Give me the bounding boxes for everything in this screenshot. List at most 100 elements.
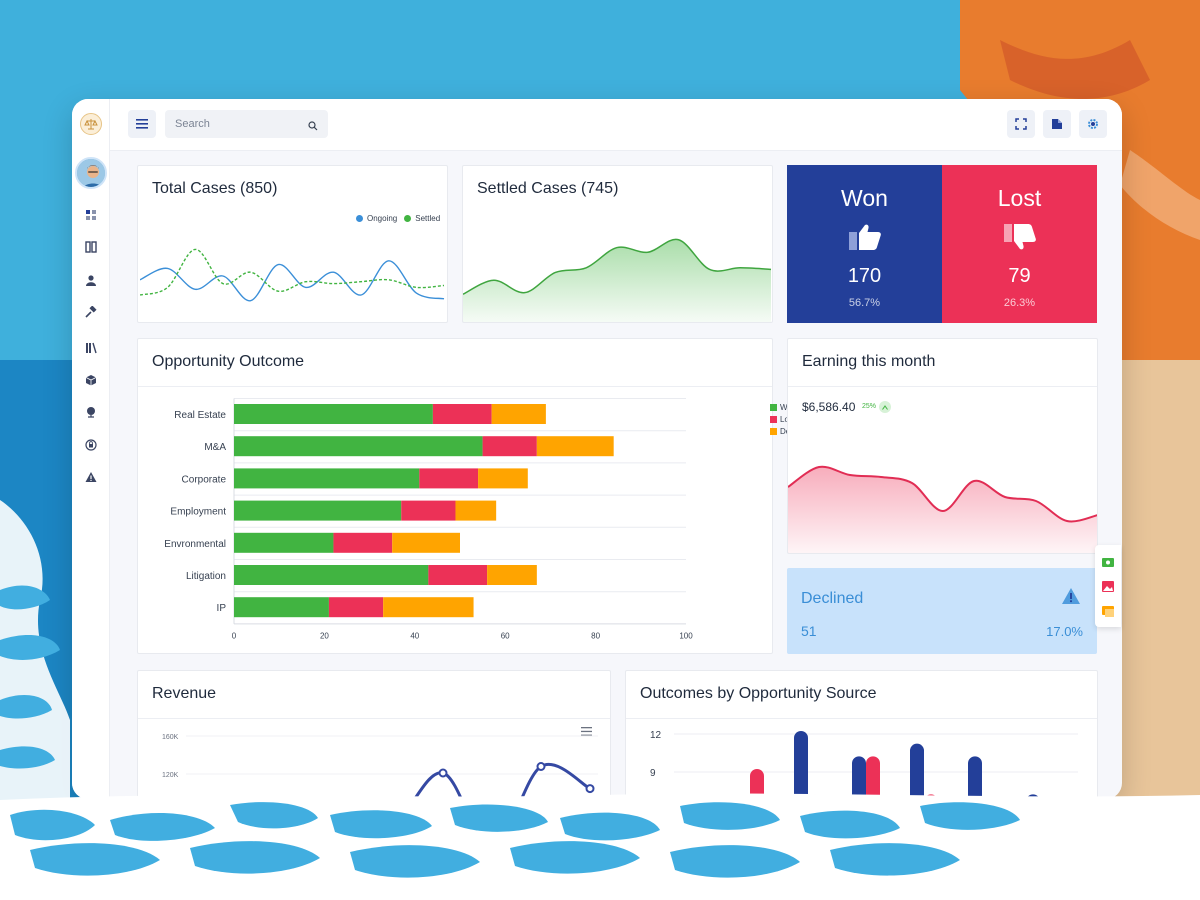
chat-icon[interactable] (1102, 604, 1114, 622)
lock-icon[interactable] (83, 437, 99, 453)
earning-chart (788, 465, 1097, 553)
card-divider (626, 718, 1097, 719)
bar-primary[interactable] (736, 794, 750, 799)
settled-cases-card: Settled Cases (745) (462, 165, 773, 323)
transfer-icon[interactable] (83, 239, 99, 255)
revenue-point[interactable] (585, 784, 595, 794)
image-icon[interactable] (1102, 579, 1114, 597)
thumbs-down-icon (1003, 223, 1037, 256)
scales-logo-icon[interactable] (80, 113, 102, 135)
dashboard-icon[interactable] (83, 207, 99, 223)
user-icon[interactable] (83, 272, 99, 288)
lost-title: Lost (997, 185, 1042, 211)
search-box (165, 110, 328, 138)
box-icon[interactable] (83, 372, 99, 388)
card-divider (138, 718, 610, 719)
search-icon[interactable] (308, 118, 318, 136)
avatar[interactable] (75, 157, 107, 189)
bar-primary[interactable] (794, 731, 808, 799)
area-fill (788, 466, 1097, 553)
bar-secondary[interactable] (866, 756, 880, 799)
chart-menu-icon[interactable] (581, 723, 592, 741)
warning-icon (1061, 587, 1081, 610)
menu-toggle-button[interactable] (128, 110, 156, 138)
area-line (788, 465, 1097, 523)
revenue-point[interactable] (438, 768, 448, 778)
search-input[interactable] (175, 114, 300, 134)
revenue-card: Revenue 160K 120K (137, 670, 611, 799)
x-tick-label: 60 (501, 631, 510, 640)
bar-secondary[interactable] (750, 769, 764, 799)
category-label: Envronmental (164, 539, 226, 550)
earning-title: Earning this month (802, 353, 936, 370)
revenue-point[interactable] (536, 762, 546, 771)
bar-won[interactable] (234, 597, 329, 618)
outcomes-source-card: Outcomes by Opportunity Source 12 9 (625, 670, 1098, 799)
legend-marker (404, 215, 412, 222)
bar-lost[interactable] (482, 436, 537, 457)
opportunity-outcome-card: Opportunity Outcome Won Lost Decilned Re… (137, 338, 811, 654)
legend-marker (770, 427, 777, 435)
books-icon[interactable] (83, 340, 99, 356)
warning-icon[interactable] (83, 469, 99, 485)
bar-decilned[interactable] (383, 597, 474, 618)
globe-icon[interactable] (83, 404, 99, 420)
legend-marker (770, 403, 777, 411)
bar-primary[interactable] (968, 756, 982, 799)
bar-secondary[interactable] (808, 794, 822, 799)
bar-primary[interactable] (910, 743, 924, 799)
bar-secondary[interactable] (924, 794, 938, 799)
total-cases-title: Total Cases (850) (152, 180, 278, 197)
money-icon[interactable] (1102, 554, 1114, 572)
bar-lost[interactable] (419, 468, 479, 489)
bar-lost[interactable] (328, 597, 384, 618)
legend-ongoing[interactable]: Ongoing (367, 214, 398, 223)
bar-decilned[interactable] (491, 404, 546, 424)
bar-decilned[interactable] (487, 565, 537, 585)
floating-toolbar (1095, 545, 1121, 627)
bar-primary[interactable] (690, 794, 704, 799)
card-divider (788, 386, 1097, 387)
bar-won[interactable] (234, 436, 483, 457)
bar-decilned[interactable] (536, 436, 614, 457)
hamburger-icon (136, 119, 148, 129)
card-divider (138, 386, 772, 387)
outcomes-source-chart: 12 9 (650, 730, 1078, 799)
lost-percentage: 26.3% (1003, 297, 1036, 309)
document-icon (1052, 119, 1062, 129)
settings-icon (1088, 119, 1098, 129)
bar-decilned[interactable] (392, 532, 460, 553)
earning-amount: $6,586.40 (802, 400, 856, 414)
series-line-ongoing (140, 260, 445, 302)
area-fill (463, 239, 771, 322)
bar-lost[interactable] (333, 532, 393, 553)
bar-decilned[interactable] (478, 468, 528, 489)
revenue-title: Revenue (152, 685, 217, 702)
bar-decilned[interactable] (455, 500, 497, 521)
y-tick-label: 120K (162, 772, 179, 779)
fullscreen-button[interactable] (1007, 110, 1035, 138)
bar-primary[interactable] (852, 756, 866, 799)
y-tick-label: 9 (650, 768, 656, 779)
opportunity-outcome-title: Opportunity Outcome (152, 353, 305, 370)
bar-won[interactable] (234, 500, 402, 521)
gavel-icon[interactable] (83, 304, 99, 320)
legend-settled[interactable]: Settled (415, 214, 441, 223)
won-value: 170 (847, 265, 882, 287)
document-button[interactable] (1043, 110, 1071, 138)
category-label: M&A (204, 442, 226, 453)
x-tick-label: 80 (591, 631, 600, 640)
bar-primary[interactable] (1026, 794, 1040, 799)
bar-won[interactable] (234, 468, 420, 489)
category-label: Real Estate (174, 410, 226, 421)
x-tick-label: 100 (679, 631, 693, 640)
bar-lost[interactable] (432, 404, 492, 424)
settings-button[interactable] (1079, 110, 1107, 138)
bar-won[interactable] (234, 404, 433, 424)
bar-lost[interactable] (401, 500, 456, 521)
bar-lost[interactable] (428, 565, 488, 585)
bar-won[interactable] (234, 565, 429, 585)
bar-won[interactable] (234, 532, 334, 553)
bar-secondary[interactable] (674, 794, 688, 799)
declined-percentage: 17.0% (1046, 624, 1083, 639)
